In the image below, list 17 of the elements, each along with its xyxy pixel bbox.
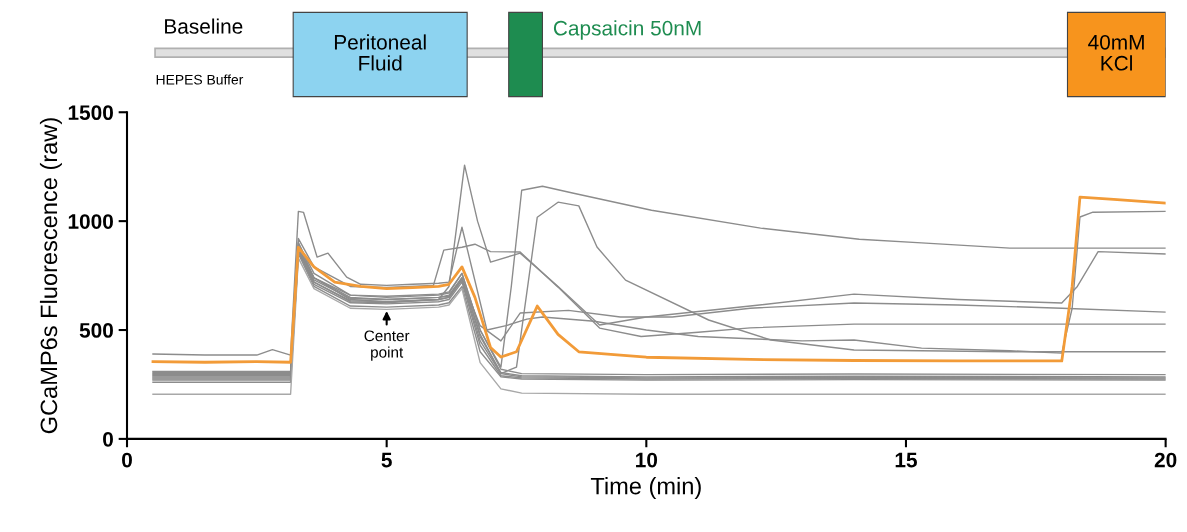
annotation: Center point <box>364 330 410 361</box>
y-axis-title: GCaMP6s Fluorescence (raw) <box>39 118 62 434</box>
y-tick-label: 1000 <box>68 214 113 229</box>
x-tick-label: 20 <box>1154 452 1177 468</box>
y-tick-label: 500 <box>79 323 113 338</box>
text: Capsaicin 50nM <box>553 20 701 40</box>
y-tick-label: 1500 <box>68 105 113 121</box>
x-tick-label: 15 <box>895 452 917 468</box>
text: Peritoneal Fluid <box>334 34 426 71</box>
x-axis-title: Time (min) <box>590 477 701 500</box>
x-tick-label: 0 <box>122 452 132 468</box>
x-tick-label: 10 <box>636 452 658 468</box>
text: HEPES Buffer <box>156 74 244 85</box>
text: 40mM KCl <box>1088 34 1144 71</box>
text: Baseline <box>165 18 243 34</box>
y-tick-label: 0 <box>103 431 113 447</box>
x-tick-label: 5 <box>381 452 392 468</box>
